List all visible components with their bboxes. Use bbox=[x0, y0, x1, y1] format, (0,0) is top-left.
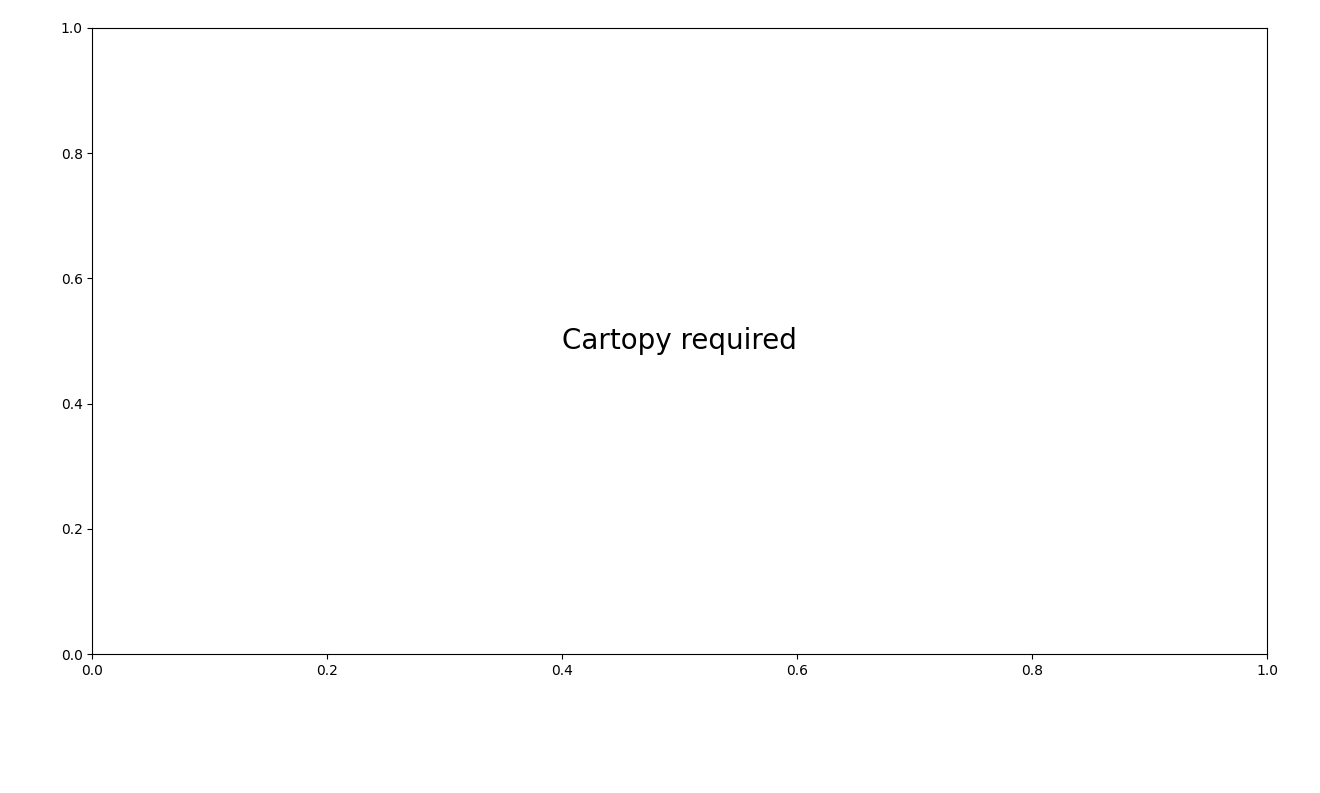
Text: Cartopy required: Cartopy required bbox=[562, 327, 797, 355]
